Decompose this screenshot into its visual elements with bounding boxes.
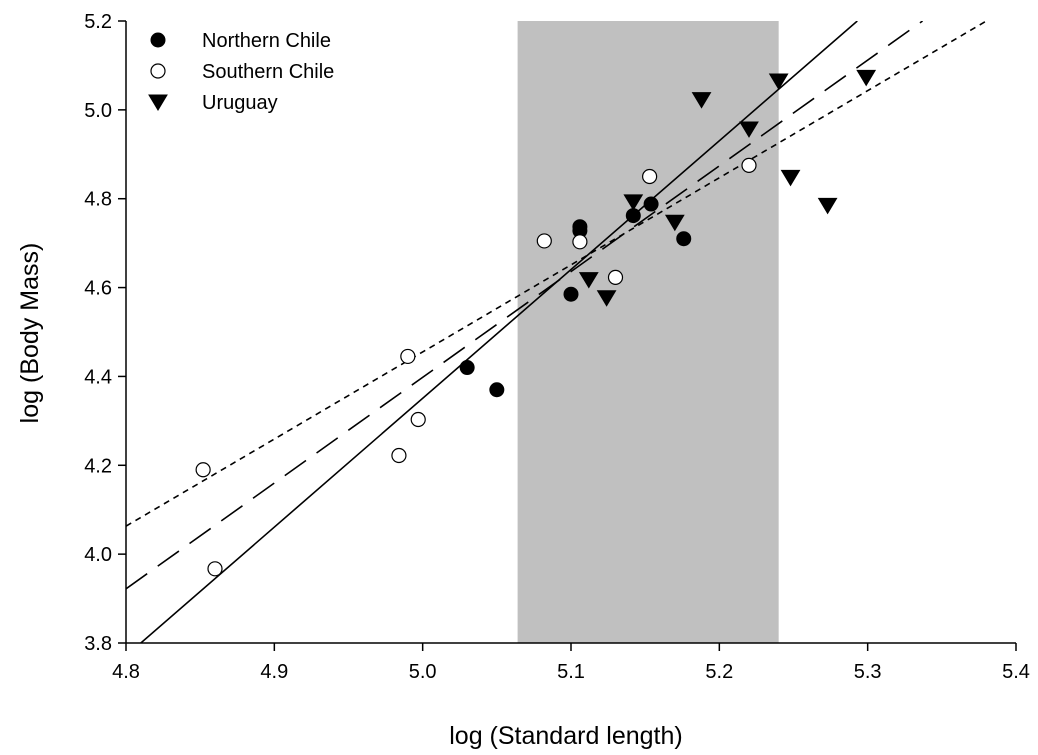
regression-line-solid: [140, 21, 858, 643]
y-tick-label: 3.8: [84, 633, 112, 655]
x-tick-label: 4.9: [260, 661, 288, 683]
point-uruguay: [739, 121, 759, 138]
y-tick-label: 5.2: [84, 11, 112, 33]
legend-marker-northern-chile: [150, 32, 166, 48]
regression-line-long-dash: [126, 21, 924, 590]
point-southern-chile: [572, 234, 588, 250]
point-uruguay: [691, 92, 712, 109]
x-tick-label: 5.4: [1002, 661, 1030, 683]
y-axis-title: log (Body Mass): [16, 243, 44, 424]
point-northern-chile: [676, 231, 692, 247]
axes-layer: 4.8 4.9 5.0 5.1 5.2 5.3 5.4 3.8 4.0 4.2 4.4 4.6 4.8 5…: [84, 11, 1030, 683]
regression-lines-layer: [126, 21, 987, 643]
y-tick-label: 4.4: [84, 366, 112, 388]
point-southern-chile: [607, 269, 624, 285]
point-uruguay: [856, 69, 877, 87]
point-southern-chile: [642, 168, 658, 185]
point-southern-chile: [410, 411, 426, 428]
point-southern-chile: [536, 233, 552, 249]
point-uruguay: [623, 194, 644, 211]
shaded-region: [517, 21, 779, 643]
legend-marker-uruguay: [148, 94, 168, 111]
point-southern-chile: [391, 447, 407, 464]
point-southern-chile: [207, 561, 223, 577]
y-tick-label: 4.0: [84, 544, 112, 566]
point-northern-chile: [563, 286, 579, 302]
point-southern-chile: [195, 462, 211, 478]
y-tick-label: 4.2: [84, 455, 112, 477]
regression-line-short-dash: [126, 21, 987, 527]
point-northern-chile: [459, 360, 475, 376]
point-southern-chile: [741, 157, 757, 173]
point-uruguay: [596, 290, 617, 307]
y-tick-label: 4.8: [84, 189, 112, 211]
legend-marker-southern-chile: [150, 63, 166, 79]
point-uruguay: [768, 73, 789, 90]
legend-label-southern-chile: Southern Chile: [202, 61, 334, 83]
x-tick-label: 5.1: [557, 661, 585, 683]
y-tick-label: 4.6: [84, 278, 112, 300]
point-uruguay: [664, 214, 685, 232]
x-tick-label: 5.2: [705, 661, 733, 683]
legend: Northern Chile Southern Chile Uruguay: [148, 30, 334, 114]
data-points-layer: [195, 69, 877, 577]
point-uruguay: [780, 169, 801, 187]
x-tick-label: 5.0: [409, 661, 437, 683]
point-uruguay: [578, 272, 599, 289]
x-tick-label: 4.8: [112, 661, 140, 683]
point-southern-chile: [400, 348, 416, 365]
x-axis-title: log (Standard length): [449, 722, 682, 750]
shaded-region-layer: [517, 21, 779, 643]
y-tick-label: 5.0: [84, 100, 112, 122]
legend-label-uruguay: Uruguay: [202, 92, 278, 114]
point-northern-chile: [489, 382, 505, 398]
point-northern-chile: [643, 196, 659, 212]
x-tick-label: 5.3: [854, 661, 882, 683]
point-uruguay: [817, 197, 838, 215]
legend-label-northern-chile: Northern Chile: [202, 30, 331, 52]
